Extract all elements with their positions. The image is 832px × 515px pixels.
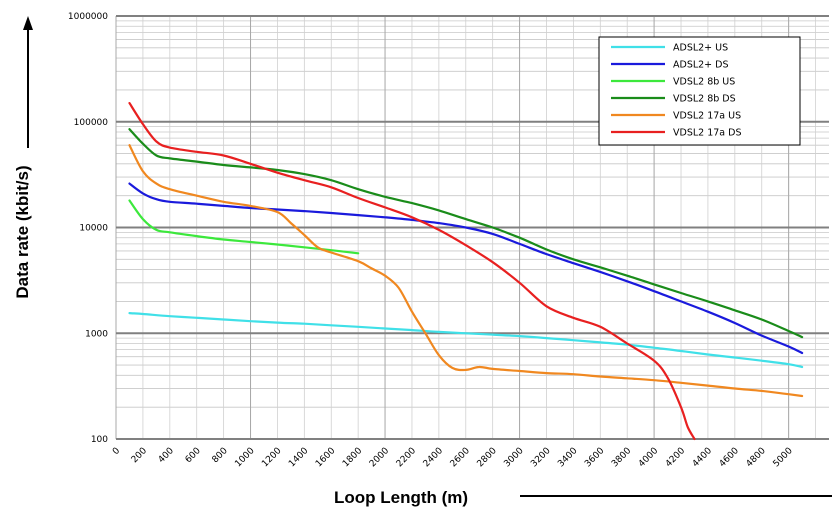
- x-tick-label: 1800: [341, 446, 364, 469]
- legend-label-adsl2-ds: ADSL2+ DS: [673, 60, 729, 71]
- x-axis-title: Loop Length (m): [334, 488, 468, 507]
- y-tick-label: 1000: [85, 329, 108, 339]
- x-tick-label: 3000: [502, 446, 525, 469]
- series-line-vdsl2-17a-ds: [128, 102, 696, 441]
- x-tick-label: 400: [157, 446, 176, 465]
- y-tick-labels: 100 1000 10000 100000 1000000: [68, 12, 108, 445]
- x-tick-label: 2400: [422, 446, 445, 469]
- x-tick-label: 0: [111, 446, 122, 457]
- x-tick-label: 4400: [691, 446, 714, 469]
- x-tick-label: 3400: [556, 446, 579, 469]
- x-tick-label: 200: [130, 446, 149, 465]
- legend-label-vdsl2-17a-ds: VDSL2 17a DS: [673, 128, 741, 139]
- x-tick-label: 1200: [260, 446, 283, 469]
- x-axis: Loop Length (m): [334, 488, 832, 507]
- x-tick-label: 2600: [449, 446, 472, 469]
- y-tick-label: 100000: [74, 118, 109, 128]
- y-axis-title: Data rate (kbit/s): [13, 165, 32, 298]
- y-axis-arrow-head: [23, 16, 33, 30]
- x-tick-label: 1600: [314, 446, 337, 469]
- legend-label-vdsl2-17a-us: VDSL2 17a US: [673, 111, 741, 122]
- x-tick-labels: 0 200 400 600 800 1000 1200 1400 1600 1800 2000 220…: [111, 446, 795, 469]
- x-tick-label: 3200: [529, 446, 552, 469]
- x-tick-label: 3600: [583, 446, 606, 469]
- series-line-adsl2-us: [128, 312, 804, 369]
- series-line-vdsl2-17a-us: [128, 144, 804, 398]
- x-tick-label: 800: [211, 446, 230, 465]
- x-tick-label: 2800: [476, 446, 499, 469]
- series-lines: [128, 102, 804, 441]
- series-line-vdsl2-8b-us: [128, 199, 360, 255]
- x-tick-label: 4800: [745, 446, 768, 469]
- x-tick-label: 4200: [664, 446, 687, 469]
- series-line-vdsl2-8b-ds: [128, 128, 804, 339]
- x-tick-label: 2000: [368, 446, 391, 469]
- x-tick-label: 4000: [637, 446, 660, 469]
- legend-label-vdsl2-8b-ds: VDSL2 8b DS: [673, 94, 736, 105]
- x-tick-label: 5000: [771, 446, 794, 469]
- x-tick-label: 4600: [718, 446, 741, 469]
- major-gridlines: [115, 15, 829, 440]
- legend-label-adsl2-us: ADSL2+ US: [673, 43, 728, 54]
- x-tick-label: 3800: [610, 446, 633, 469]
- x-tick-label: 1400: [287, 446, 310, 469]
- legend-box: [598, 36, 801, 146]
- series-line-adsl2-ds: [128, 182, 804, 355]
- y-tick-label: 10000: [79, 224, 108, 234]
- y-tick-label: 100: [91, 435, 108, 445]
- legend-label-vdsl2-8b-us: VDSL2 8b US: [673, 77, 735, 88]
- y-tick-label: 1000000: [68, 12, 108, 22]
- y-axis: Data rate (kbit/s): [13, 16, 33, 299]
- x-tick-label: 2200: [395, 446, 418, 469]
- legend: ADSL2+ US ADSL2+ DS VDSL2 8b US VDSL2 8b DS…: [598, 36, 801, 146]
- x-tick-label: 600: [184, 446, 203, 465]
- x-tick-label: 1000: [233, 446, 256, 469]
